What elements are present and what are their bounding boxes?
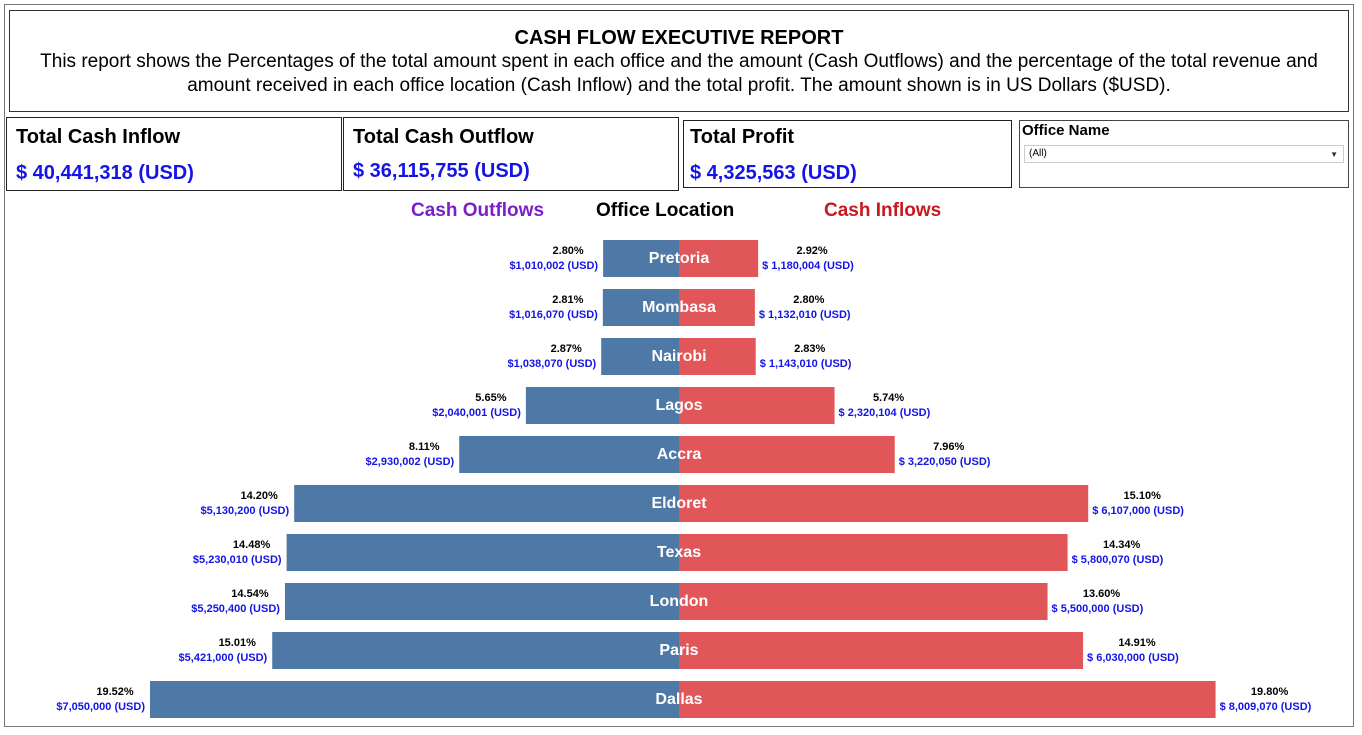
office-label: London: [650, 593, 709, 610]
kpi-total-profit: Total Profit $ 4,325,563 (USD): [683, 120, 1012, 188]
inflow-pct-label: 14.34%: [1103, 539, 1141, 551]
report-header: CASH FLOW EXECUTIVE REPORT This report s…: [9, 10, 1349, 112]
kpi-total-cash-outflow: Total Cash Outflow $ 36,115,755 (USD): [343, 117, 679, 191]
inflow-pct-label: 13.60%: [1083, 588, 1121, 600]
outflow-bar: [286, 534, 679, 571]
outflow-amount-label: $2,930,002 (USD): [366, 456, 455, 468]
inflow-bar: [679, 534, 1068, 571]
dashboard-frame: [4, 4, 1354, 727]
outflow-amount-label: $1,038,070 (USD): [508, 358, 597, 370]
outflow-amount-label: $5,421,000 (USD): [179, 652, 268, 664]
inflow-amount-label: $ 1,180,004 (USD): [762, 260, 854, 272]
inflow-pct-label: 19.80%: [1251, 686, 1289, 698]
inflow-bar: [679, 485, 1089, 522]
cash-outflows-header: Cash Outflows: [411, 200, 545, 221]
outflow-pct-label: 2.80%: [553, 245, 584, 257]
outflow-bar: [459, 436, 679, 473]
outflow-bar: [150, 681, 679, 718]
office-name-selected: (All): [1029, 148, 1047, 159]
inflow-bar: [679, 632, 1084, 669]
office-label: Lagos: [655, 397, 702, 414]
outflow-pct-label: 8.11%: [409, 441, 440, 453]
outflow-amount-label: $5,250,400 (USD): [191, 603, 280, 615]
inflow-pct-label: 5.74%: [873, 392, 904, 404]
outflow-pct-label: 14.20%: [241, 490, 279, 502]
office-name-select[interactable]: (All) ▼: [1024, 145, 1344, 163]
outflow-amount-label: $2,040,001 (USD): [432, 407, 521, 419]
office-name-filter: Office Name (All) ▼: [1019, 120, 1349, 188]
report-description: This report shows the Percentages of the…: [40, 51, 1318, 96]
inflow-bar: [679, 387, 835, 424]
outflow-amount-label: $7,050,000 (USD): [56, 701, 145, 713]
inflow-amount-label: $ 1,132,010 (USD): [759, 309, 851, 321]
inflow-amount-label: $ 3,220,050 (USD): [899, 456, 991, 468]
kpi-inflow-label: Total Cash Inflow: [16, 126, 181, 148]
inflow-amount-label: $ 2,320,104 (USD): [839, 407, 931, 419]
inflow-bar: [679, 436, 895, 473]
inflow-amount-label: $ 1,143,010 (USD): [760, 358, 852, 370]
cash-inflows-header: Cash Inflows: [824, 200, 942, 221]
inflow-pct-label: 2.92%: [797, 245, 828, 257]
filter-label: Office Name: [1022, 122, 1110, 139]
outflow-pct-label: 19.52%: [96, 686, 134, 698]
inflow-amount-label: $ 5,800,070 (USD): [1072, 554, 1164, 566]
office-label: Dallas: [655, 691, 702, 708]
outflow-pct-label: 14.48%: [233, 539, 271, 551]
outflow-bar: [602, 289, 679, 326]
outflow-pct-label: 15.01%: [219, 637, 257, 649]
chevron-down-icon[interactable]: ▼: [1330, 150, 1338, 159]
kpi-profit-value: $ 4,325,563 (USD): [690, 162, 857, 184]
report-title: CASH FLOW EXECUTIVE REPORT: [514, 27, 844, 49]
inflow-pct-label: 2.80%: [793, 294, 824, 306]
inflow-pct-label: 15.10%: [1124, 490, 1162, 502]
office-label: Accra: [657, 446, 702, 463]
office-location-header: Office Location: [596, 200, 735, 221]
inflow-bar: [679, 681, 1216, 718]
outflow-bar: [603, 240, 679, 277]
inflow-bar: [679, 289, 755, 326]
outflow-pct-label: 2.87%: [551, 343, 582, 355]
kpi-profit-label: Total Profit: [690, 126, 795, 148]
outflow-bar: [601, 338, 679, 375]
kpi-outflow-value: $ 36,115,755 (USD): [353, 160, 530, 182]
outflow-pct-label: 2.81%: [552, 294, 583, 306]
outflow-bar: [294, 485, 679, 522]
outflow-bar: [525, 387, 679, 424]
office-label: Texas: [657, 544, 701, 561]
inflow-amount-label: $ 5,500,000 (USD): [1052, 603, 1144, 615]
office-label: Paris: [659, 642, 698, 659]
inflow-bar: [679, 240, 759, 277]
outflow-amount-label: $5,130,200 (USD): [201, 505, 290, 517]
outflow-bar: [284, 583, 679, 620]
outflow-pct-label: 14.54%: [231, 588, 269, 600]
outflow-amount-label: $1,016,070 (USD): [509, 309, 598, 321]
inflow-pct-label: 7.96%: [933, 441, 964, 453]
inflow-bar: [679, 338, 756, 375]
office-label: Mombasa: [642, 299, 716, 316]
inflow-pct-label: 2.83%: [794, 343, 825, 355]
inflow-bar: [679, 583, 1048, 620]
office-label: Pretoria: [649, 250, 710, 267]
outflow-amount-label: $5,230,010 (USD): [193, 554, 282, 566]
office-label: Nairobi: [651, 348, 706, 365]
outflow-amount-label: $1,010,002 (USD): [509, 260, 598, 272]
kpi-total-cash-inflow: Total Cash Inflow $ 40,441,318 (USD): [6, 117, 342, 191]
outflow-bar: [272, 632, 679, 669]
inflow-amount-label: $ 6,030,000 (USD): [1087, 652, 1179, 664]
inflow-pct-label: 14.91%: [1118, 637, 1156, 649]
inflow-amount-label: $ 6,107,000 (USD): [1092, 505, 1184, 517]
kpi-outflow-label: Total Cash Outflow: [353, 126, 534, 148]
outflow-pct-label: 5.65%: [475, 392, 506, 404]
inflow-amount-label: $ 8,009,070 (USD): [1220, 701, 1312, 713]
office-label: Eldoret: [651, 495, 707, 512]
kpi-inflow-value: $ 40,441,318 (USD): [16, 162, 194, 184]
